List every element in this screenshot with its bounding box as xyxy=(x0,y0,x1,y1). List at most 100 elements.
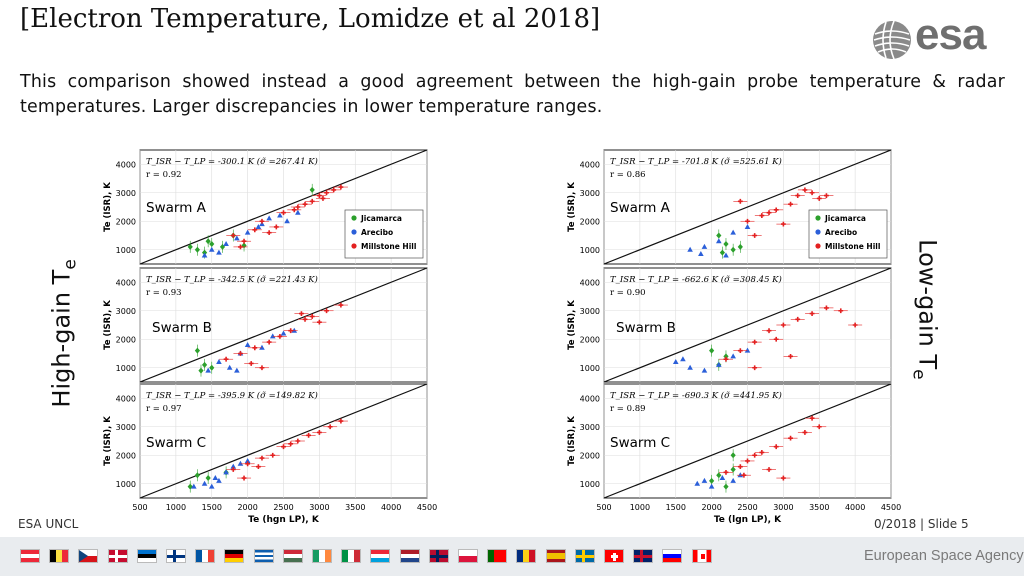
flag-sweden-icon xyxy=(574,549,595,563)
flag-spain-icon xyxy=(545,549,566,563)
x-tick-label: 4000 xyxy=(381,503,401,512)
data-point-millstone xyxy=(838,308,844,314)
y-axis-label: Te (ISR), K xyxy=(103,416,113,466)
y-tick-label: 3000 xyxy=(116,307,136,316)
data-point-millstone xyxy=(295,438,301,444)
data-point-millstone xyxy=(299,311,304,316)
stat-text: T_ISR − T_LP = -395.9 K (σ̃ =149.82 K) xyxy=(146,390,318,401)
legend-entry: Jicamarca xyxy=(824,214,866,223)
data-point-millstone xyxy=(745,458,750,464)
flag-netherlands-icon xyxy=(399,549,420,563)
x-tick-label: 4500 xyxy=(417,503,437,512)
stat-text: T_ISR − T_LP = -690.3 K (σ̃ =441.95 K) xyxy=(610,390,782,401)
data-point-jicamarca xyxy=(205,238,211,245)
y-axis-label: Te (ISR), K xyxy=(567,416,577,466)
y-tick-label: 4000 xyxy=(580,278,600,287)
data-point-jicamarca xyxy=(187,243,193,250)
chart-right-subplot-3: 1000 2000 3000 4000 Te (ISR), K T_ISR − T_LP … xyxy=(567,383,901,525)
globe-icon xyxy=(873,20,911,60)
data-point-millstone xyxy=(759,213,765,218)
flag-poland-icon xyxy=(458,549,478,563)
data-point-arecibo xyxy=(694,480,701,486)
flag-switzerland-icon xyxy=(604,549,624,563)
data-point-jicamarca xyxy=(723,353,729,360)
legend-entry: Arecibo xyxy=(361,228,393,237)
data-point-millstone xyxy=(266,339,272,345)
data-point-arecibo xyxy=(216,477,222,483)
data-point-millstone xyxy=(331,187,337,193)
flag-portugal-icon xyxy=(487,549,508,563)
data-point-millstone xyxy=(324,190,329,196)
data-point-arecibo xyxy=(708,483,715,489)
correlation-text: r = 0.89 xyxy=(610,404,646,414)
data-point-millstone xyxy=(338,184,344,190)
footer-slide-number: 0/2018 | Slide 5 xyxy=(874,517,969,531)
x-tick-label: 2000 xyxy=(701,503,721,512)
data-point-millstone xyxy=(281,444,286,450)
footer-classification: ESA UNCL xyxy=(18,517,79,531)
data-point-millstone xyxy=(723,356,729,362)
data-point-millstone xyxy=(230,467,236,472)
data-point-millstone xyxy=(309,198,315,204)
data-point-millstone xyxy=(766,328,772,334)
y-tick-label: 3000 xyxy=(116,189,136,198)
esa-logo: esa xyxy=(868,10,1010,64)
data-point-millstone xyxy=(273,224,279,230)
data-point-arecibo xyxy=(201,252,208,258)
y-axis-label: Te (ISR), K xyxy=(103,182,113,232)
data-point-millstone xyxy=(752,233,758,238)
data-point-millstone xyxy=(259,455,265,461)
x-tick-label: 1000 xyxy=(630,503,650,512)
legend-box xyxy=(808,209,888,259)
data-point-millstone xyxy=(338,418,344,424)
correlation-text: r = 0.97 xyxy=(146,404,182,414)
data-point-millstone xyxy=(316,193,322,198)
data-point-arecibo xyxy=(284,218,290,224)
flag-slovenia-icon xyxy=(662,549,683,563)
data-point-arecibo xyxy=(255,223,262,229)
data-point-millstone xyxy=(752,365,758,371)
x-axis-label: Te (lgn LP), K xyxy=(714,515,782,525)
data-point-arecibo xyxy=(266,215,272,221)
data-point-millstone xyxy=(291,207,297,213)
x-tick-label: 1000 xyxy=(166,503,186,512)
data-point-millstone xyxy=(259,218,265,224)
x-tick-label: 2000 xyxy=(237,503,257,512)
correlation-text: r = 0.90 xyxy=(610,288,646,298)
data-point-arecibo xyxy=(277,212,283,218)
y-tick-label: 4000 xyxy=(116,160,136,169)
data-point-arecibo xyxy=(716,361,722,367)
data-point-arecibo xyxy=(698,251,704,257)
data-point-millstone xyxy=(723,469,729,475)
y-tick-label: 2000 xyxy=(580,451,600,460)
data-point-arecibo xyxy=(201,480,208,486)
legend-marker xyxy=(815,229,821,235)
data-point-millstone xyxy=(316,430,322,435)
data-point-arecibo xyxy=(701,477,708,483)
y-tick-label: 3000 xyxy=(116,423,136,432)
data-point-millstone xyxy=(766,210,772,216)
y-axis-label: Te (ISR), K xyxy=(567,300,577,350)
data-point-jicamarca xyxy=(205,475,211,482)
y-tick-label: 1000 xyxy=(116,246,136,255)
x-tick-label: 3000 xyxy=(309,503,329,512)
data-point-millstone xyxy=(248,361,254,366)
data-point-millstone xyxy=(802,430,808,435)
data-point-millstone xyxy=(780,322,786,328)
data-point-millstone xyxy=(773,207,779,213)
flag-finland-icon xyxy=(166,549,186,563)
data-point-millstone xyxy=(780,475,786,481)
correlation-text: r = 0.93 xyxy=(146,288,182,298)
data-point-millstone xyxy=(309,314,315,319)
y-tick-label: 4000 xyxy=(580,160,600,169)
data-point-arecibo xyxy=(208,246,215,252)
y-tick-label: 1000 xyxy=(116,364,136,373)
data-point-millstone xyxy=(788,201,793,207)
data-point-jicamarca xyxy=(730,452,736,459)
data-point-jicamarca xyxy=(709,347,715,354)
data-point-arecibo xyxy=(234,235,240,241)
stat-text: T_ISR − T_LP = -342.5 K (σ̃ =221.43 K) xyxy=(146,274,318,285)
data-point-millstone xyxy=(288,441,294,447)
data-point-millstone xyxy=(741,472,747,478)
x-tick-label: 2500 xyxy=(737,503,757,512)
